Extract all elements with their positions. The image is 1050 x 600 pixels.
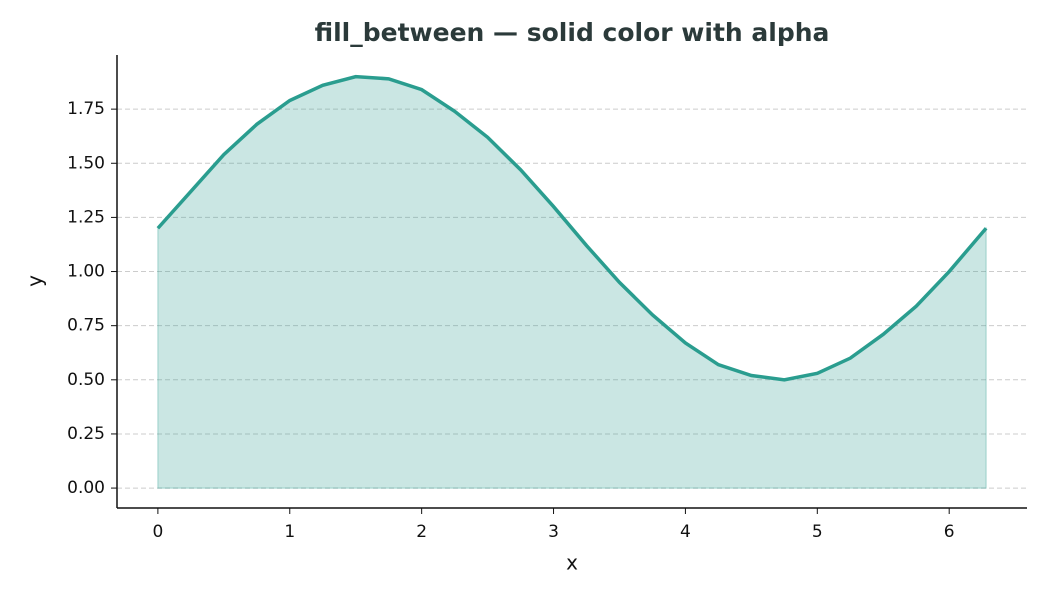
- y-tick-label: 1.50: [67, 153, 105, 173]
- x-tick-label: 4: [680, 522, 691, 542]
- x-tick-label: 1: [284, 522, 295, 542]
- x-tick-label: 0: [152, 522, 163, 542]
- line: [156, 74, 988, 382]
- y-axis-label: y: [23, 275, 47, 287]
- chart-title: fill_between — solid color with alpha: [315, 18, 830, 47]
- y-tick-label: 1.25: [67, 207, 105, 227]
- x-tick-label: 5: [812, 522, 823, 542]
- y-tick-label: 0.75: [67, 316, 105, 336]
- x-tick-label: 3: [548, 522, 559, 542]
- x-tick-label: 6: [944, 522, 955, 542]
- x-axis-label: x: [566, 551, 578, 575]
- x-tick-label: 2: [416, 522, 427, 542]
- y-tick-label: 1.75: [67, 99, 105, 119]
- area-fill: [157, 76, 987, 489]
- y-tick-label: 0.25: [67, 424, 105, 444]
- y-tick-label: 0.50: [67, 370, 105, 390]
- y-tick-label: 0.00: [67, 478, 105, 498]
- y-tick-label: 1.00: [67, 262, 105, 282]
